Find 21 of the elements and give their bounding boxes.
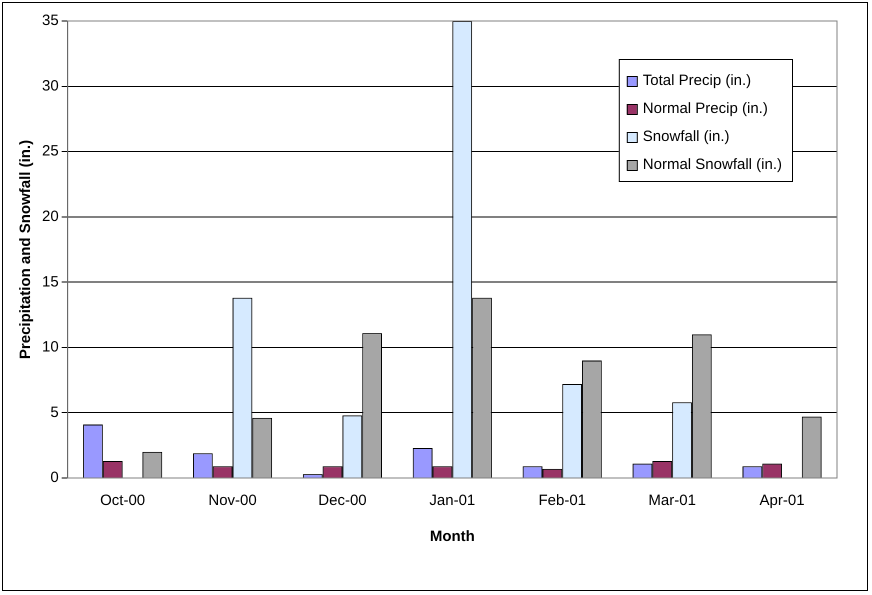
x-tick-label: Jan-01 <box>429 492 476 510</box>
y-tick-label: 35 <box>42 12 59 30</box>
y-tick-label: 0 <box>50 469 59 486</box>
x-tick-label: Nov-00 <box>208 492 257 510</box>
x-tick-label: Dec-00 <box>318 492 367 510</box>
x-tick-label: Feb-01 <box>538 492 586 510</box>
legend-label: Snowfall (in.) <box>642 128 730 146</box>
x-tick-label: Mar-01 <box>648 492 696 510</box>
x-tick-label: Apr-01 <box>760 492 805 510</box>
y-tick-label: 25 <box>42 142 59 160</box>
y-axis-title: Precipitation and Snowfall (in.) <box>17 140 34 360</box>
x-axis-title: Month <box>430 528 475 546</box>
legend-label: Total Precip (in.) <box>642 72 752 90</box>
y-tick-label: 20 <box>42 208 59 225</box>
legend-label: Normal Precip (in.) <box>642 100 768 118</box>
x-tick-label: Oct-00 <box>100 492 146 510</box>
y-tick-label: 30 <box>42 77 59 94</box>
y-tick-label: 5 <box>50 404 59 421</box>
y-tick-label: 15 <box>42 273 59 290</box>
legend-label: Normal Snowfall (in.) <box>642 156 782 174</box>
y-tick-label: 10 <box>42 338 59 356</box>
